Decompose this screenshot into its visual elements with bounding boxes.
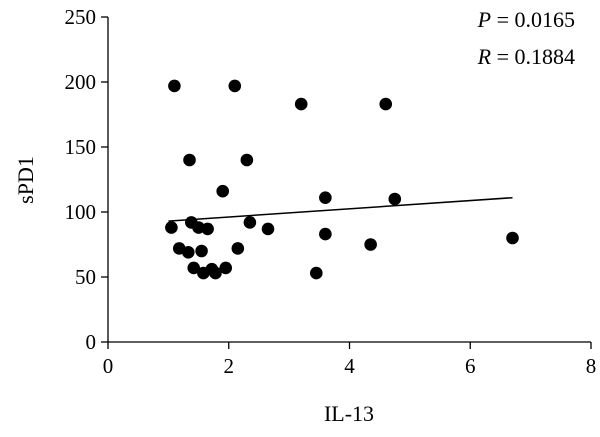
axis-labels: IL-13 sPD1 bbox=[13, 156, 374, 426]
data-point bbox=[209, 266, 222, 280]
data-point bbox=[183, 153, 196, 167]
r-value-label: R = 0.1884 bbox=[477, 44, 575, 69]
y-tick-label: 200 bbox=[65, 70, 97, 94]
x-tick-label: 6 bbox=[465, 354, 476, 378]
stats-annotation: P = 0.0165 R = 0.1884 bbox=[477, 7, 575, 69]
data-point bbox=[195, 244, 208, 258]
x-tick-label: 4 bbox=[344, 354, 355, 378]
data-point bbox=[165, 221, 178, 234]
data-point bbox=[319, 227, 332, 241]
data-point bbox=[506, 231, 519, 245]
data-point bbox=[309, 266, 323, 280]
trendline bbox=[168, 196, 513, 222]
x-tick-label: 2 bbox=[224, 354, 235, 378]
data-points bbox=[165, 79, 519, 280]
data-point bbox=[168, 79, 181, 93]
y-tick-label: 150 bbox=[65, 135, 97, 159]
data-point bbox=[231, 242, 245, 255]
x-axis-label: IL-13 bbox=[324, 401, 374, 426]
data-point bbox=[261, 222, 275, 236]
data-point bbox=[364, 238, 377, 251]
y-tick-label: 100 bbox=[65, 200, 97, 224]
data-point bbox=[181, 246, 195, 259]
x-tick-label: 8 bbox=[586, 354, 597, 378]
data-point bbox=[219, 261, 233, 275]
data-point bbox=[319, 191, 332, 204]
data-point bbox=[243, 216, 257, 229]
data-point bbox=[216, 184, 230, 198]
y-tick-label: 50 bbox=[75, 265, 96, 289]
y-tick-label: 0 bbox=[86, 330, 97, 354]
trendline-group bbox=[168, 196, 513, 222]
data-point bbox=[240, 153, 254, 167]
data-point bbox=[187, 261, 201, 275]
data-point bbox=[294, 97, 308, 111]
axes: 0 50 100 150 200 250 0 2 4 6 8 bbox=[65, 5, 597, 378]
p-value-label: P = 0.0165 bbox=[477, 7, 575, 32]
x-tick-label: 0 bbox=[103, 354, 114, 378]
data-point bbox=[228, 79, 242, 93]
data-point bbox=[201, 222, 214, 236]
y-tick-label: 250 bbox=[65, 5, 97, 29]
data-point bbox=[388, 192, 402, 206]
data-point bbox=[379, 97, 393, 111]
y-axis-label: sPD1 bbox=[13, 156, 38, 204]
